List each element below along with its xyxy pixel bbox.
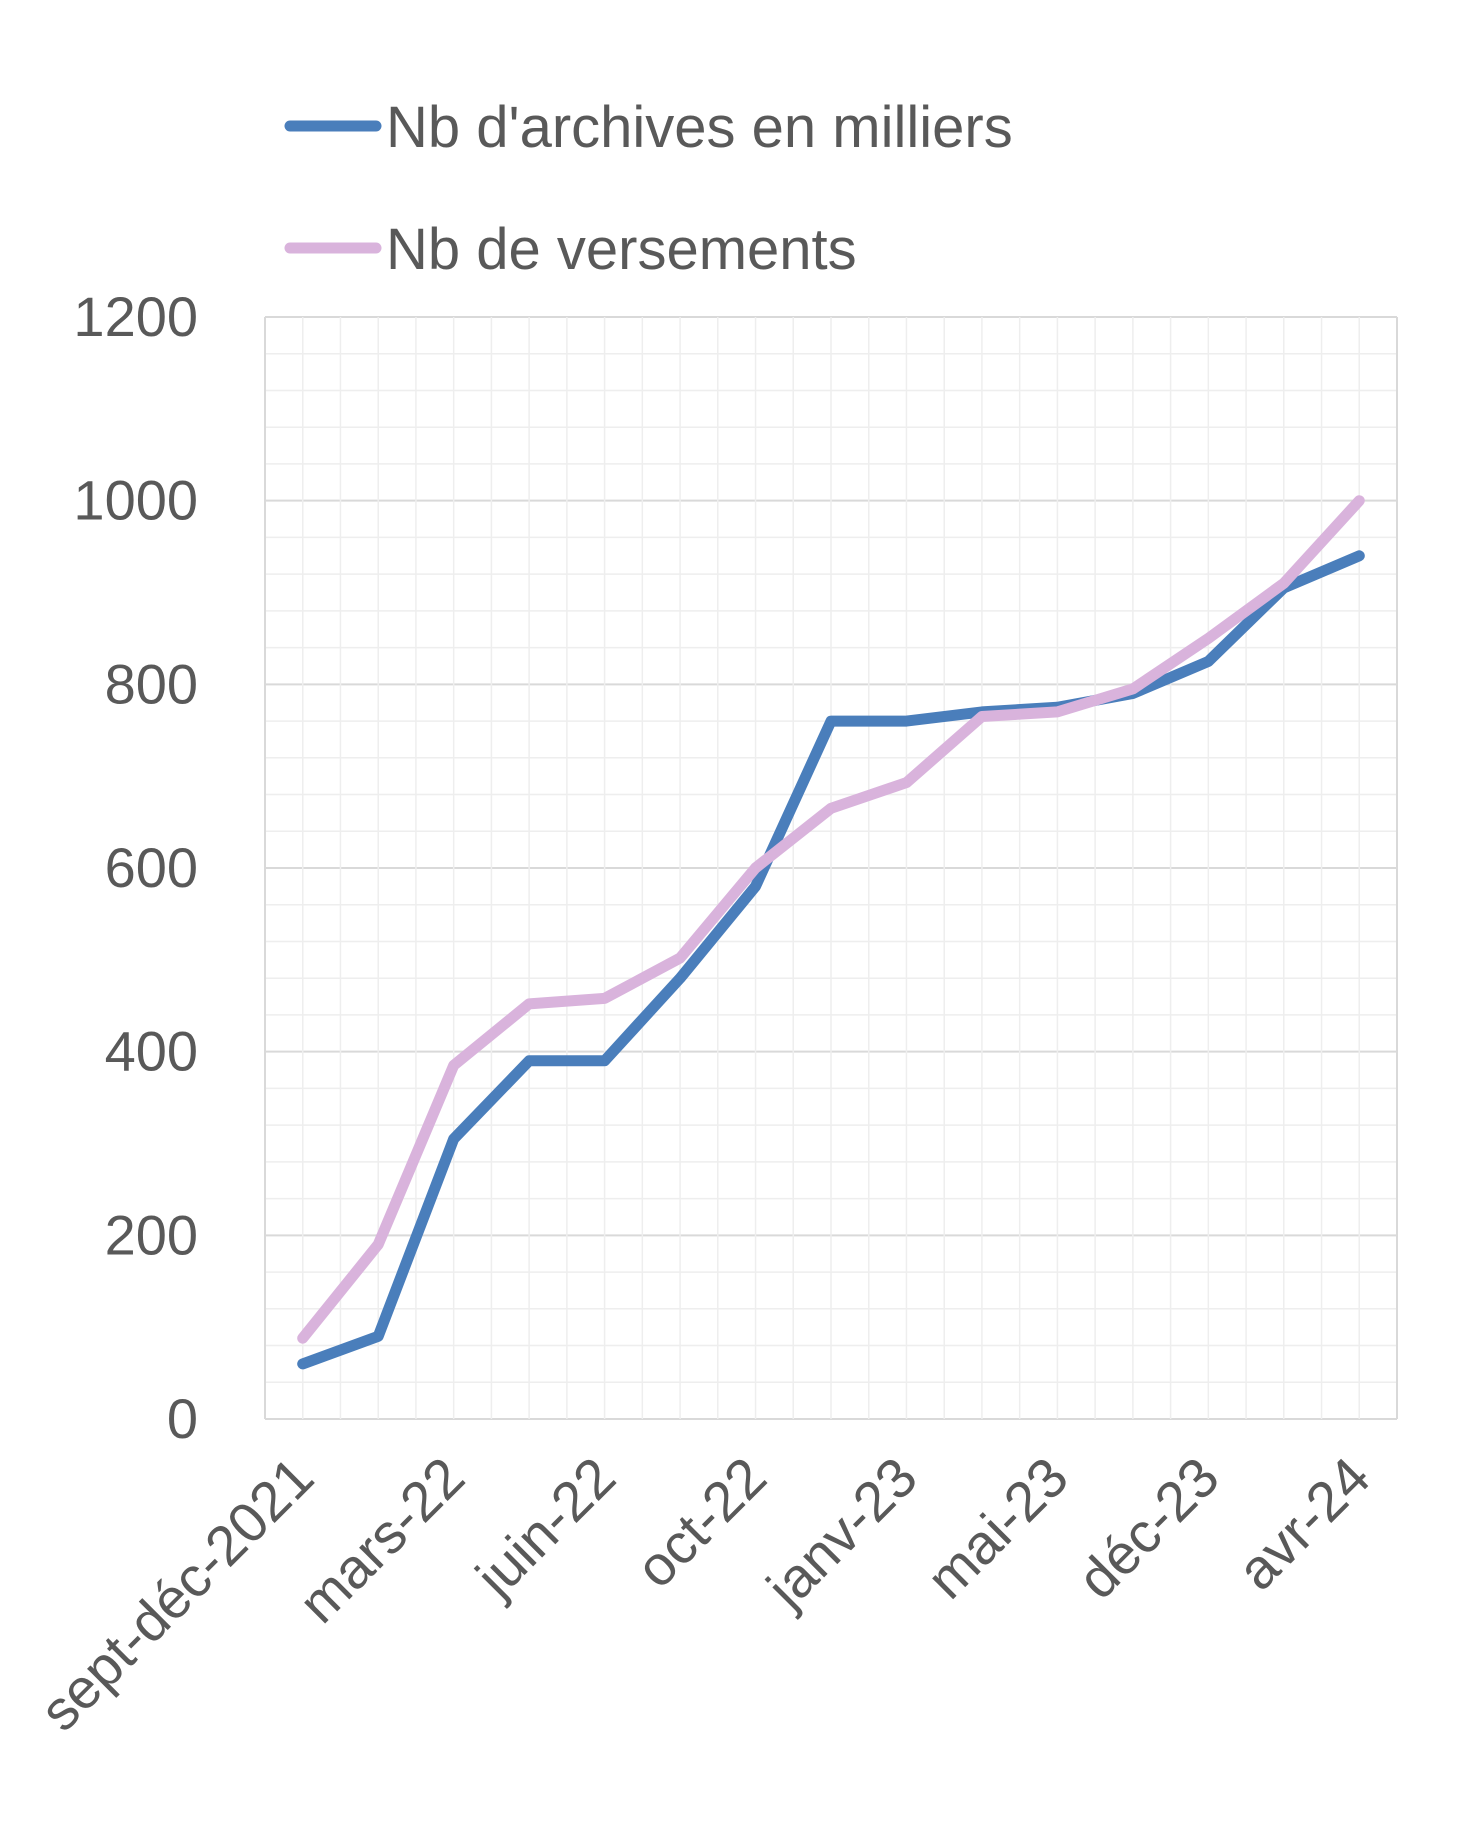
legend-label-versements: Nb de versements [386, 217, 857, 282]
y-tick-label: 600 [105, 836, 198, 899]
x-tick-label: mai-23 [914, 1445, 1080, 1611]
x-tick-label: déc-23 [1065, 1445, 1231, 1611]
x-tick-label: janv-23 [753, 1445, 929, 1621]
legend: Nb d'archives en milliers Nb de versemen… [284, 95, 1013, 282]
y-axis-ticks: 0 200 400 600 800 1000 1200 [73, 285, 198, 1450]
gridlines [264, 316, 1398, 1420]
y-tick-label: 1200 [73, 285, 198, 348]
x-tick-label: mars-22 [286, 1445, 476, 1635]
series-lines [297, 495, 1365, 1370]
x-tick-label: juin-22 [462, 1445, 627, 1610]
y-tick-label: 1000 [73, 469, 198, 532]
x-tick-label: sept-déc-2021 [28, 1445, 326, 1743]
series-line-versements [297, 495, 1365, 1344]
y-tick-label: 0 [167, 1387, 198, 1450]
x-axis-ticks: sept-déc-2021mars-22juin-22oct-22janv-23… [28, 1445, 1382, 1743]
y-tick-label: 200 [105, 1203, 198, 1266]
y-tick-label: 800 [105, 652, 198, 715]
series-line-archives [297, 550, 1365, 1370]
legend-label-archives: Nb d'archives en milliers [386, 95, 1013, 160]
legend-item-versements: Nb de versements [284, 217, 857, 282]
legend-item-archives: Nb d'archives en milliers [284, 95, 1013, 160]
x-tick-label: avr-24 [1225, 1445, 1382, 1602]
y-tick-label: 400 [105, 1020, 198, 1083]
